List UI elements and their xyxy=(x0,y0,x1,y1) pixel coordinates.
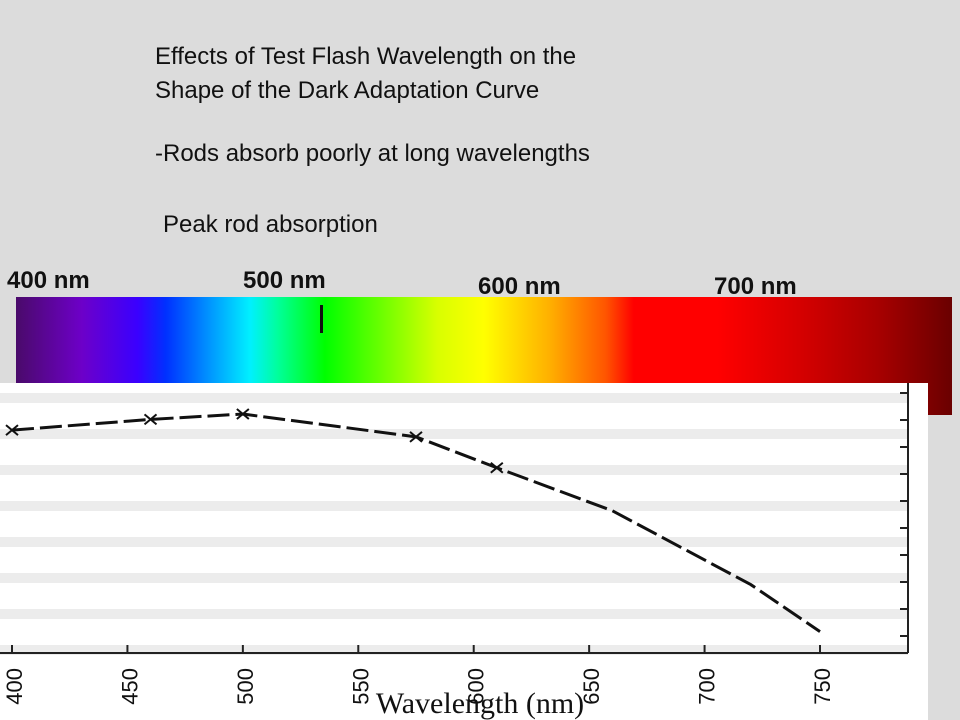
wavelength-label-500: 500 nm xyxy=(243,267,326,294)
x-tick-label: 500 xyxy=(233,668,258,705)
sensitivity-chart: 400 450 500 550 600 650 700 750 Wavelength (nm) xyxy=(0,383,909,720)
peak-rod-absorption-label: Peak rod absorption xyxy=(163,211,378,238)
scanned-background-text xyxy=(0,383,908,663)
wavelength-label-700: 700 nm xyxy=(714,273,797,300)
sensitivity-figure: 400 450 500 550 600 650 700 750 Wavelength (nm) xyxy=(0,383,928,720)
x-tick-label: 600 xyxy=(464,668,489,705)
x-axis-label: Wavelength (nm) xyxy=(376,687,584,720)
x-tick-label: 550 xyxy=(348,668,373,705)
wavelength-label-600: 600 nm xyxy=(478,273,561,300)
slide-title: Effects of Test Flash Wavelength on the … xyxy=(155,40,576,108)
sensitivity-curve xyxy=(11,412,821,633)
peak-marker xyxy=(320,305,323,333)
data-point-marker xyxy=(143,413,158,426)
x-tick-label: 450 xyxy=(117,668,142,705)
x-tick-label: 400 xyxy=(2,668,27,705)
data-point-marker xyxy=(490,461,504,474)
bullet-text: -Rods absorb poorly at long wavelengths xyxy=(155,140,590,167)
data-point-marker xyxy=(409,431,423,443)
title-line-2: Shape of the Dark Adaptation Curve xyxy=(155,77,540,104)
x-tick-label: 650 xyxy=(579,668,604,705)
data-point-marker xyxy=(5,424,19,436)
data-point-marker xyxy=(236,408,250,420)
title-line-1: Effects of Test Flash Wavelength on the xyxy=(155,43,577,70)
wavelength-label-400: 400 nm xyxy=(7,267,90,294)
x-tick-label: 700 xyxy=(695,668,720,705)
x-tick-label: 750 xyxy=(810,668,835,705)
